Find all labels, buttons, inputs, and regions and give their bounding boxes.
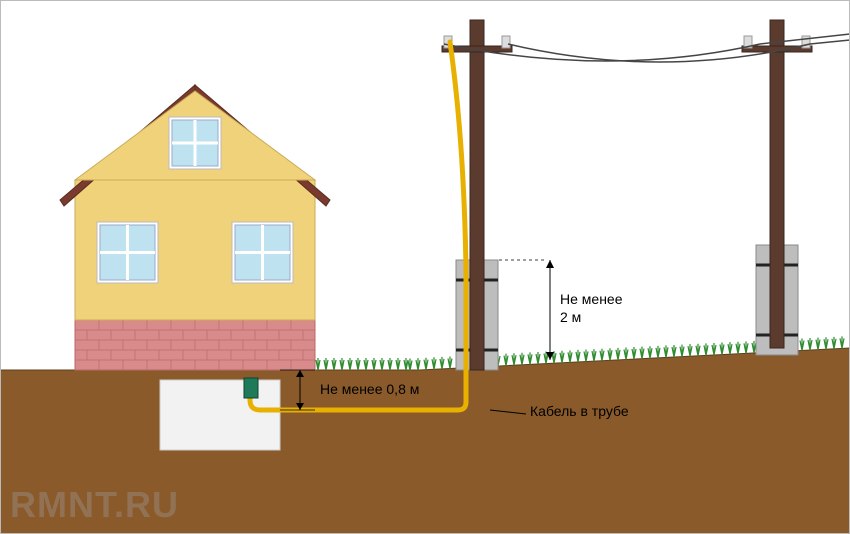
utility-pole: [742, 20, 812, 355]
dim-label-depth: Не менее 0,8 м: [320, 380, 419, 398]
junction-box: [244, 378, 258, 398]
overhead-wire: [810, 40, 850, 44]
basement: [160, 380, 280, 450]
window: [97, 222, 158, 283]
dim-arrow: [546, 260, 554, 268]
window: [169, 117, 221, 169]
dim-label-height: Не менее 2 м: [560, 290, 623, 326]
window: [232, 222, 293, 283]
watermark: RMNT.RU: [10, 484, 179, 526]
cable-label: Кабель в трубе: [530, 402, 629, 420]
